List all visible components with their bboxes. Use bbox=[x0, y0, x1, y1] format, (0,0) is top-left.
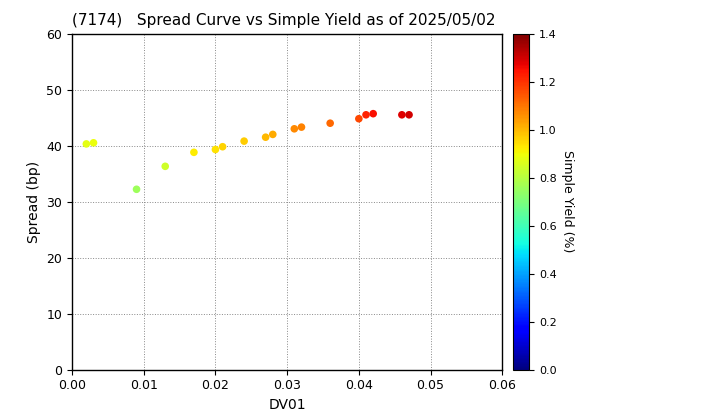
Y-axis label: Spread (bp): Spread (bp) bbox=[27, 160, 41, 243]
Point bbox=[396, 111, 408, 118]
Point bbox=[296, 124, 307, 131]
Point bbox=[210, 146, 221, 153]
Text: (7174)   Spread Curve vs Simple Yield as of 2025/05/02: (7174) Spread Curve vs Simple Yield as o… bbox=[72, 13, 495, 28]
Point bbox=[353, 116, 364, 122]
Point bbox=[81, 141, 92, 147]
Point bbox=[260, 134, 271, 141]
Point bbox=[188, 149, 199, 156]
Point bbox=[325, 120, 336, 126]
Point bbox=[289, 126, 300, 132]
Point bbox=[267, 131, 279, 138]
Point bbox=[217, 143, 228, 150]
Point bbox=[88, 139, 99, 146]
Y-axis label: Simple Yield (%): Simple Yield (%) bbox=[561, 150, 574, 253]
Point bbox=[403, 111, 415, 118]
Point bbox=[367, 110, 379, 117]
Point bbox=[238, 138, 250, 144]
X-axis label: DV01: DV01 bbox=[269, 398, 306, 412]
Point bbox=[159, 163, 171, 170]
Point bbox=[360, 111, 372, 118]
Point bbox=[131, 186, 143, 193]
